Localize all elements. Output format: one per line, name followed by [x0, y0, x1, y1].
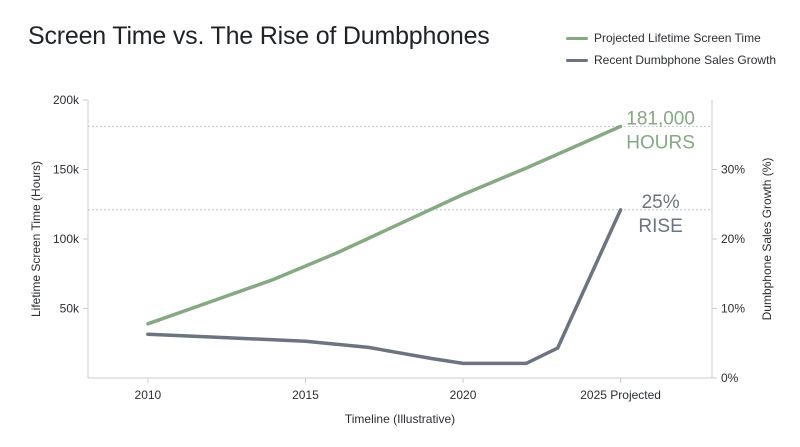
legend-item-screen-time: Projected Lifetime Screen Time [566, 27, 776, 49]
legend-swatch-screen-time [566, 36, 588, 40]
y-left-tick-label: 150k [53, 163, 80, 177]
y-right-tick-label: 20% [721, 232, 745, 246]
y-right-tick-label: 10% [721, 302, 745, 316]
y-right-tick-label: 30% [721, 163, 745, 177]
annotation-label: RISE [638, 216, 682, 237]
y-axis-left-label: Lifetime Screen Time (Hours) [29, 161, 43, 317]
x-tick-label: 2025 Projected [580, 388, 661, 402]
x-tick-label: 2020 [450, 388, 477, 402]
y-left-tick-label: 200k [53, 93, 80, 107]
legend-label-screen-time: Projected Lifetime Screen Time [594, 31, 761, 45]
annotation-label: 181,000 [626, 108, 695, 129]
series-lines [146, 124, 623, 366]
annotations: 181,000 HOURS 25% RISE [626, 108, 695, 236]
y-right-tick-label: 0% [721, 371, 739, 385]
series-line-screen-time [146, 124, 623, 326]
y-left-tick-label: 100k [53, 232, 80, 246]
x-axis-label: Timeline (Illustrative) [345, 412, 455, 426]
annotation-label: HOURS [626, 132, 695, 153]
legend-label-dumbphone: Recent Dumbphone Sales Growth [594, 53, 777, 67]
y-left-tick-label: 50k [60, 302, 80, 316]
x-tick-label: 2010 [135, 388, 162, 402]
legend-swatch-dumbphone [566, 58, 588, 62]
annotation-label: 25% [642, 192, 680, 213]
chart-title: Screen Time vs. The Rise of Dumbphones [28, 22, 490, 50]
y-axis-right-label: Dumbphone Sales Growth (%) [760, 158, 774, 321]
series-line-dumbphone [146, 208, 623, 366]
chart-legend: Projected Lifetime Screen Time Recent Du… [566, 27, 776, 71]
tick-labels: 2010 2015 2020 2025 Projected 50k 100k 150k 200… [53, 93, 745, 402]
x-tick-label: 2015 [292, 388, 319, 402]
legend-item-dumbphone: Recent Dumbphone Sales Growth [566, 49, 776, 71]
reference-lines [88, 125, 712, 211]
